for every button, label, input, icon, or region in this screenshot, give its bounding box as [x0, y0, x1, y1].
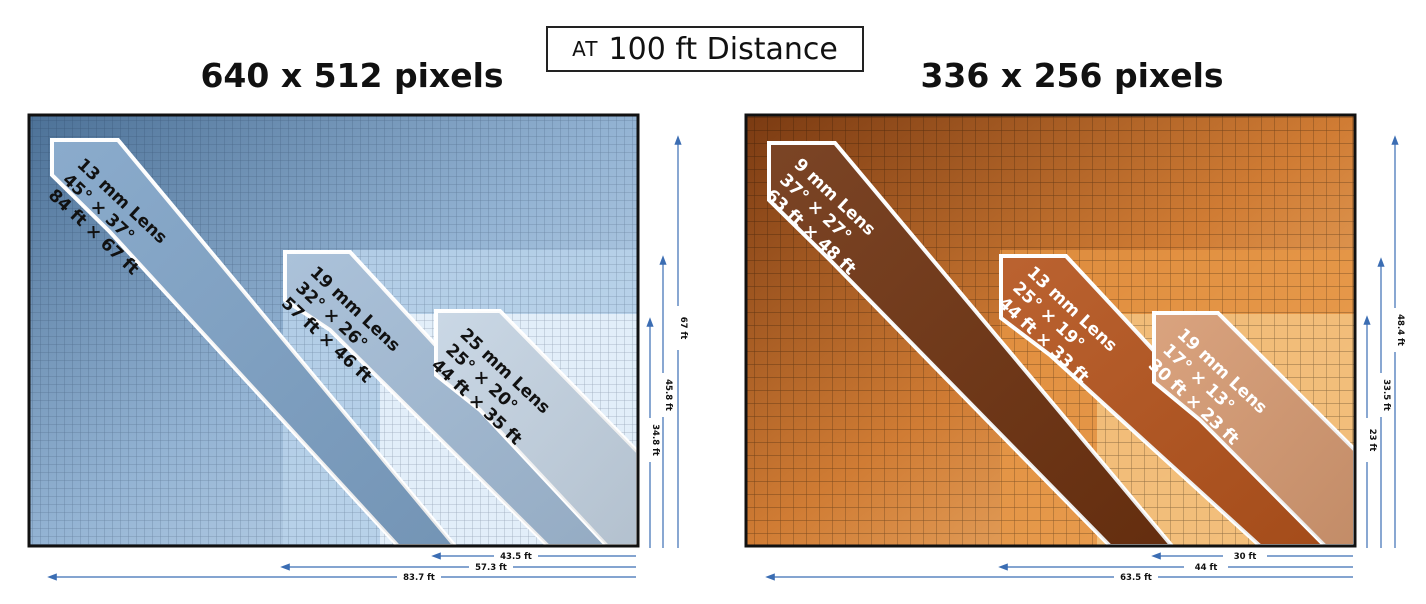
- svg-text:63.5 ft: 63.5 ft: [1120, 573, 1152, 583]
- svg-text:34.8 ft: 34.8 ft: [650, 424, 660, 456]
- right-panel-title: 336 x 256 pixels: [920, 56, 1224, 95]
- left-height-dim-3: 34.8 ft: [644, 317, 660, 548]
- svg-text:23 ft: 23 ft: [1367, 429, 1377, 452]
- right-height-dim-2: 33.5 ft: [1375, 257, 1391, 548]
- left-height-dim-2: 45.8 ft: [657, 255, 673, 548]
- right-width-dim-2: 44 ft: [998, 561, 1353, 573]
- svg-text:45.8 ft: 45.8 ft: [663, 379, 673, 411]
- left-height-dim-1: 67 ft: [672, 135, 688, 548]
- svg-text:33.5 ft: 33.5 ft: [1381, 379, 1391, 411]
- right-height-dim-3: 23 ft: [1361, 315, 1377, 548]
- svg-text:83.7 ft: 83.7 ft: [403, 573, 435, 583]
- left-width-dim-1: 43.5 ft: [431, 550, 636, 562]
- left-panel-title: 640 x 512 pixels: [200, 56, 504, 95]
- distance-caption: 100 ft Distance: [608, 31, 838, 67]
- svg-text:30 ft: 30 ft: [1234, 552, 1257, 562]
- right-panel-frame: [744, 113, 1357, 548]
- svg-text:67 ft: 67 ft: [678, 317, 688, 340]
- svg-text:48.4 ft: 48.4 ft: [1395, 314, 1405, 346]
- left-width-dim-3: 83.7 ft: [47, 571, 636, 583]
- left-width-dim-2: 57.3 ft: [280, 561, 636, 573]
- distance-prefix: AT: [572, 37, 599, 61]
- svg-text:57.3 ft: 57.3 ft: [475, 563, 507, 573]
- right-width-dim-1: 30 ft: [1151, 550, 1353, 562]
- right-width-dim-3: 63.5 ft: [765, 571, 1353, 583]
- left-panel-frame: [27, 113, 640, 548]
- distance-caption-box: AT 100 ft Distance: [546, 26, 864, 72]
- svg-text:43.5 ft: 43.5 ft: [500, 552, 532, 562]
- right-height-dim-1: 48.4 ft: [1389, 135, 1405, 548]
- svg-text:44 ft: 44 ft: [1195, 563, 1218, 573]
